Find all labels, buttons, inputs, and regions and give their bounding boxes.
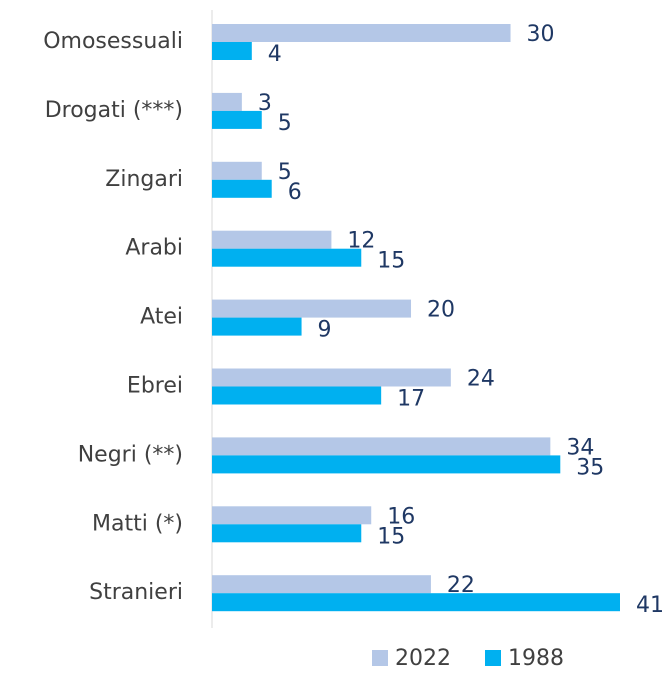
bar: [212, 368, 451, 387]
bar: [212, 506, 372, 525]
bar: [212, 92, 242, 111]
y-tick-label: Arabi: [125, 236, 183, 261]
data-label: 41: [636, 593, 664, 618]
bar: [212, 575, 431, 594]
data-label: 9: [318, 318, 332, 343]
legend-label: 2022: [395, 646, 451, 671]
data-label: 17: [397, 387, 425, 412]
bar: [212, 179, 272, 198]
bar: [212, 455, 561, 474]
bar: [212, 230, 332, 249]
data-label: 4: [268, 42, 282, 67]
bar: [212, 437, 551, 456]
y-tick-label: Ebrei: [127, 374, 183, 399]
bar: [212, 42, 252, 60]
data-label: 20: [427, 298, 455, 323]
bar: [212, 24, 511, 42]
data-label: 24: [467, 367, 495, 392]
bar: [212, 248, 362, 267]
bar: [212, 299, 412, 318]
bar: [212, 161, 262, 180]
data-label: 15: [377, 524, 405, 549]
data-label: 15: [377, 249, 405, 274]
bar: [212, 524, 362, 543]
data-label: 30: [527, 22, 555, 47]
data-label: 5: [278, 111, 292, 136]
data-label: 34: [566, 435, 594, 460]
data-label: 3: [258, 91, 272, 116]
legend-label: 1988: [508, 646, 564, 671]
y-tick-label: Matti (*): [92, 511, 183, 536]
bar: [212, 317, 302, 336]
y-tick-label: Stranieri: [89, 580, 183, 605]
y-tick-label: Drogati (***): [45, 98, 183, 123]
data-label: 6: [288, 180, 302, 205]
bar: [212, 110, 262, 129]
bar: [212, 386, 382, 405]
data-label: 16: [387, 504, 415, 529]
y-tick-label: Zingari: [105, 167, 183, 192]
y-tick-label: Omosessuali: [43, 29, 183, 54]
data-label: 5: [278, 160, 292, 185]
legend-swatch: [485, 650, 501, 666]
y-tick-label: Negri (**): [78, 442, 183, 467]
legend-swatch: [372, 650, 388, 666]
data-label: 35: [576, 455, 604, 480]
bar: [212, 593, 620, 612]
y-tick-label: Atei: [140, 305, 183, 330]
